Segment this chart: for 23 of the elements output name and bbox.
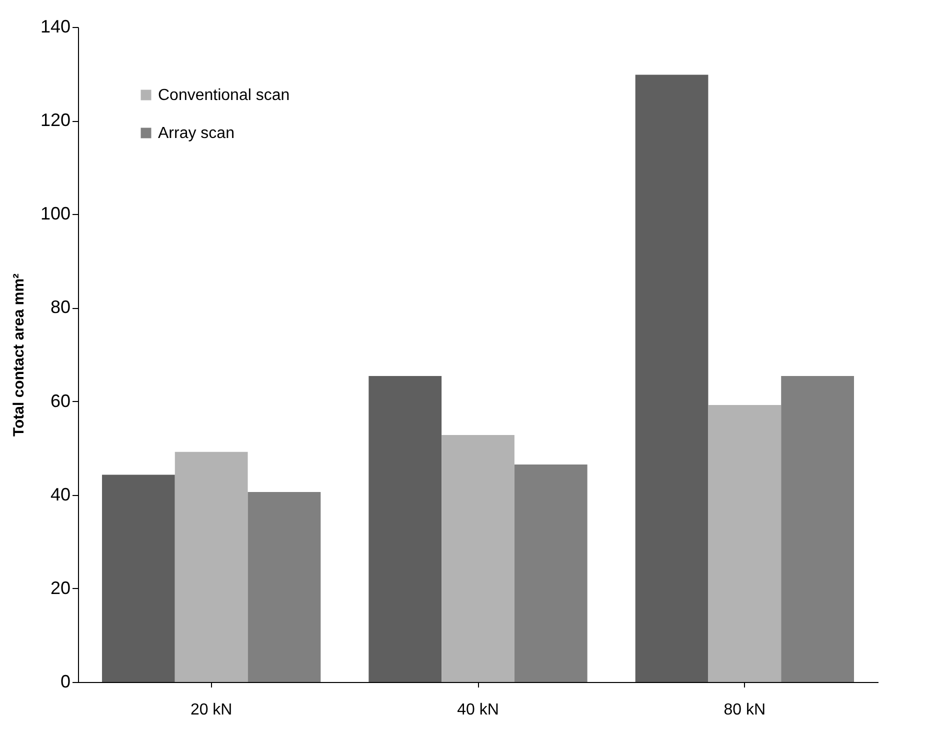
y-tick-label: 0	[60, 672, 70, 692]
y-tick-label: 140	[40, 16, 70, 36]
y-tick-label: 120	[40, 110, 70, 130]
y-tick-label: 40	[50, 484, 70, 504]
bar	[102, 474, 175, 682]
y-tick-label: 100	[40, 204, 70, 224]
bar	[248, 492, 321, 682]
bar	[442, 434, 514, 682]
bar	[514, 464, 588, 682]
bar	[708, 405, 782, 682]
y-axis-title: Total contact area mm²	[10, 273, 28, 437]
bar	[635, 74, 708, 682]
bar	[174, 452, 248, 682]
x-tick-label: 20 kN	[190, 702, 232, 718]
x-tick-label: 40 kN	[457, 702, 499, 718]
y-tick-label: 60	[50, 390, 70, 411]
bar	[368, 376, 442, 682]
legend-label: Array scan	[158, 125, 234, 142]
y-tick-label: 80	[50, 297, 70, 318]
bar	[781, 376, 854, 682]
y-tick-label: 20	[50, 578, 70, 598]
x-tick-label: 80 kN	[724, 702, 766, 718]
legend-label: Conventional scan	[158, 87, 290, 104]
